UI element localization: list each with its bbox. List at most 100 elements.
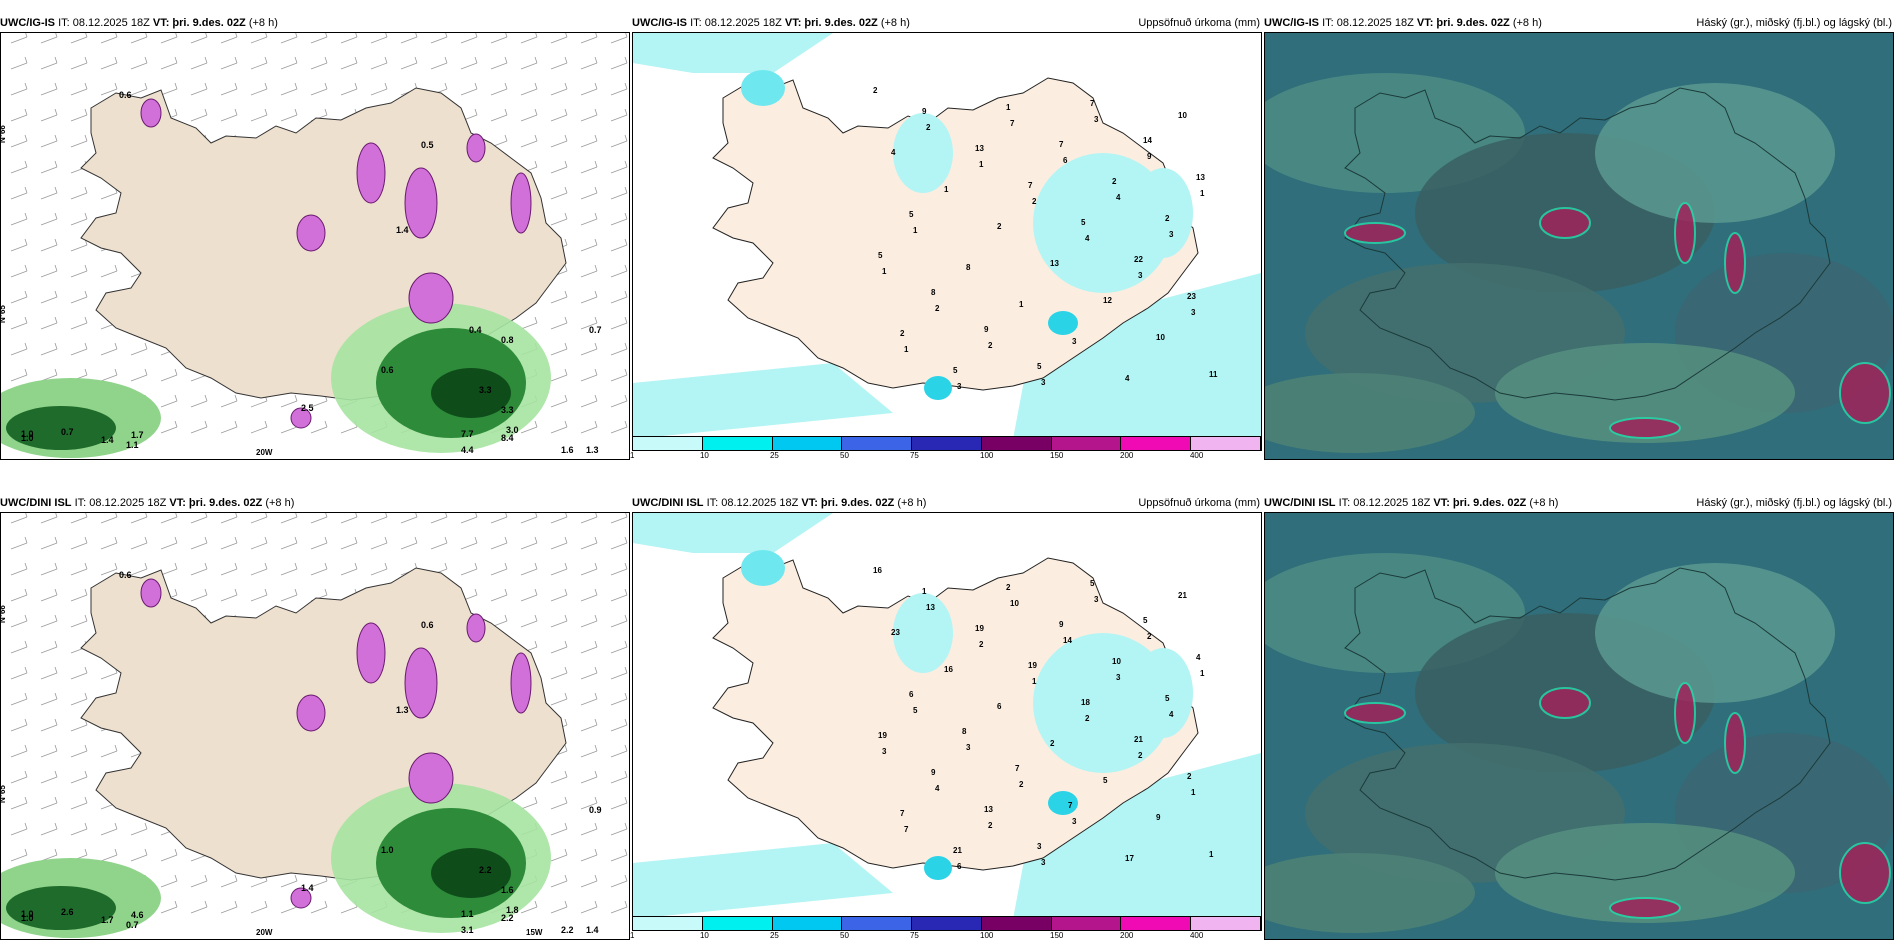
legend-tick-label: 100 [980, 931, 994, 940]
precip-accum-value: 6 [909, 690, 914, 699]
precip-accum-value: 13 [926, 603, 935, 612]
precip-legend: 1 10 25 50 75 100 150 200 400 [630, 436, 1262, 460]
precip-accum-value: 14 [1143, 136, 1152, 145]
snow-cell [140, 578, 162, 608]
snow-cell [356, 142, 386, 204]
legend-swatch [912, 437, 982, 450]
precip-accum-value: 7 [900, 809, 905, 818]
lon-label: 15W [526, 928, 543, 937]
precip-value: 1.7 [131, 430, 144, 440]
precip-accum-value: 4 [1196, 653, 1201, 662]
precip-accum-value: 4 [935, 784, 940, 793]
iceland-landmass [1344, 87, 1831, 401]
precip-accum-value: 3 [1072, 817, 1077, 826]
lead-time: (+8 h) [248, 17, 278, 29]
model-name: UWC/IG-IS [1264, 17, 1319, 29]
precip-value: 0.9 [589, 805, 602, 815]
precip-title: Uppsöfnuð úrkoma (mm) [1138, 497, 1260, 509]
iceland-landmass [1344, 567, 1831, 881]
lat-label: N°66 [1, 125, 7, 143]
precip-accum-value: 23 [891, 628, 900, 637]
lon-label: 20W [256, 448, 273, 457]
precip-accum-value: 21 [1134, 735, 1143, 744]
precip-accum-value: 10 [1156, 333, 1165, 342]
precip-accum-value: 2 [926, 123, 931, 132]
legend-swatch [912, 917, 982, 930]
snow-cell [290, 887, 312, 909]
precip-value: 4.6 [131, 910, 144, 920]
precip-area [633, 363, 893, 439]
precip-zone [431, 848, 511, 898]
precip-accum-value: 22 [1134, 255, 1143, 264]
precip-area [924, 856, 952, 880]
precip-accum-value: 5 [1037, 362, 1042, 371]
legend-tick-label: 25 [769, 931, 779, 940]
precip-zone [6, 886, 116, 930]
panel-title: UWC/IG-IS IT: 08.12.2025 18Z VT: þri. 9.… [0, 16, 630, 30]
precip-accum-value: 4 [891, 148, 896, 157]
high-cloud-streak [1609, 897, 1681, 919]
precip-area [1013, 753, 1261, 919]
model-name: UWC/DINI ISL [1264, 497, 1336, 509]
precip-accum-value: 13 [1196, 173, 1205, 182]
precip-accum-value: 5 [953, 366, 958, 375]
legend-tick-label: 1 [630, 931, 635, 940]
precip-value: 1.1 [461, 909, 474, 919]
precip-accum-value: 5 [1165, 694, 1170, 703]
precip-value: 0.7 [61, 427, 74, 437]
precip-accum-value: 3 [1037, 842, 1042, 851]
precip-area [741, 550, 785, 586]
precip-accum-value: 14 [1063, 636, 1072, 645]
precip-accum-value: 9 [1147, 152, 1152, 161]
precip-area [893, 593, 953, 673]
model-name: UWC/IG-IS [0, 17, 55, 29]
snow-cell [296, 694, 326, 732]
panel-top-middle: UWC/IG-IS IT: 08.12.2025 18Z VT: þri. 9.… [630, 16, 1262, 460]
precip-value: 1.7 [101, 915, 114, 925]
precip-accum-value: 2 [900, 329, 905, 338]
precip-area [1048, 791, 1078, 815]
model-name: UWC/DINI ISL [632, 497, 704, 509]
precip-value: 1.0 [21, 433, 34, 443]
precip-accum-value: 23 [1187, 292, 1196, 301]
legend-swatch [772, 437, 843, 450]
legend-swatch [633, 437, 703, 450]
precip-accum-value: 6 [1063, 156, 1068, 165]
lead-time: (+8 h) [1529, 497, 1559, 509]
snow-cell [290, 407, 312, 429]
legend-swatch [981, 437, 1052, 450]
lead-time: (+8 h) [265, 497, 295, 509]
legend-swatch [1191, 917, 1262, 930]
precip-accum-value: 5 [878, 251, 883, 260]
legend-tick-label: 75 [909, 451, 919, 460]
legend-tick-label: 400 [1189, 931, 1204, 940]
precip-value: 0.6 [119, 90, 132, 100]
precip-value: 0.7 [126, 920, 139, 930]
legend-swatch [842, 437, 913, 450]
legend-ticks: 1 10 25 50 75 100 150 200 400 [630, 451, 1262, 460]
precip-value: 4.4 [461, 445, 474, 455]
precip-accum-value: 3 [1094, 115, 1099, 124]
precip-accum-value: 8 [966, 263, 971, 272]
precip-value: 1.0 [21, 429, 34, 439]
precip-accum-value: 2 [1147, 632, 1152, 641]
snow-cell [296, 214, 326, 252]
legend-swatch [1121, 437, 1192, 450]
panel-title: UWC/DINI ISL IT: 08.12.2025 18Z VT: þri.… [1264, 496, 1894, 510]
precip-accum-value: 5 [1081, 218, 1086, 227]
legend-tick-label: 200 [1120, 931, 1134, 940]
precip-value: 2.2 [501, 913, 514, 923]
precip-accum-value: 13 [975, 144, 984, 153]
wind-precip-map: N°66N°65N°6420W0.61.00.51.40.70.63.33.33… [0, 32, 630, 460]
high-cloud-streak [1724, 232, 1746, 294]
precip-accum-value: 13 [984, 805, 993, 814]
high-cloud-streak [1839, 842, 1891, 904]
precip-value: 1.6 [561, 445, 574, 455]
init-time: IT: 08.12.2025 18Z [1322, 17, 1414, 29]
valid-time: VT: þri. 9.des. 02Z [801, 497, 895, 509]
valid-time: VT: þri. 9.des. 02Z [784, 17, 878, 29]
precip-accum-value: 19 [975, 624, 984, 633]
precip-accum-value: 6 [997, 702, 1002, 711]
precip-area [741, 70, 785, 106]
precip-value: 3.0 [506, 425, 519, 435]
